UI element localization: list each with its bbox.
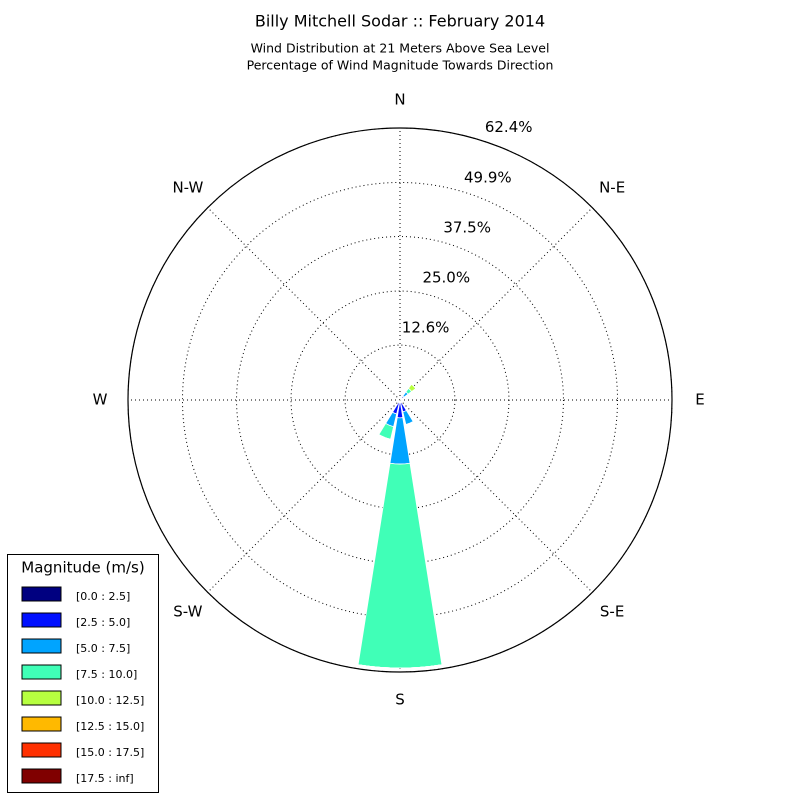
legend-swatch	[21, 742, 62, 758]
legend-label: [15.0 : 17.5]	[76, 746, 144, 759]
r-tick-label: 25.0%	[422, 269, 470, 287]
legend-swatch	[21, 664, 62, 680]
legend-label: [17.5 : inf]	[76, 772, 134, 785]
legend-swatch	[21, 690, 62, 706]
wind-bar	[411, 383, 417, 389]
direction-label: N-E	[599, 178, 625, 196]
direction-label: S-E	[600, 603, 624, 621]
angular-grid-line	[399, 207, 593, 401]
chart-subtitle: Percentage of Wind Magnitude Towards Dir…	[247, 58, 554, 73]
r-tick-label: 37.5%	[443, 218, 491, 236]
direction-label: E	[695, 391, 704, 409]
legend-label: [0.0 : 2.5]	[76, 590, 130, 603]
legend-swatch	[21, 586, 62, 602]
polar-plot: 12.6% 25.0% 37.5% 49.9% 62.4% N N-E E S-E S S-W W N-…	[93, 91, 705, 709]
direction-label: S-W	[173, 603, 202, 621]
direction-label: W	[93, 391, 108, 409]
direction-label: S	[395, 691, 405, 709]
legend-swatch	[21, 638, 62, 654]
grid-circle	[290, 290, 510, 510]
legend-swatch	[21, 768, 62, 784]
direction-label: N	[394, 91, 405, 109]
wind-bar	[358, 664, 442, 669]
grid-circle	[344, 344, 456, 456]
direction-label: N-W	[172, 178, 203, 196]
wind-bar	[378, 422, 395, 440]
legend-label: [10.0 : 12.5]	[76, 694, 144, 707]
wind-bar	[378, 434, 391, 440]
wind-bar	[357, 462, 443, 669]
legend-label: [12.5 : 15.0]	[76, 720, 144, 733]
legend-swatch	[21, 716, 62, 732]
chart-title: Billy Mitchell Sodar :: February 2014	[255, 12, 545, 31]
wind-bar	[405, 421, 414, 425]
chart-subtitle: Wind Distribution at 21 Meters Above Sea…	[251, 41, 550, 56]
legend-label: [2.5 : 5.0]	[76, 616, 130, 629]
legend-swatch	[21, 612, 62, 628]
angular-grid-line	[207, 399, 401, 593]
angular-grid-line	[207, 207, 401, 401]
angular-grid-line	[399, 399, 593, 593]
r-tick-label: 49.9%	[464, 168, 512, 186]
legend-title: Magnitude (m/s)	[21, 559, 144, 577]
outer-circle	[127, 127, 673, 673]
r-tick-label: 12.6%	[402, 319, 450, 337]
legend-label: [7.5 : 10.0]	[76, 668, 137, 681]
r-tick-label: 62.4%	[485, 118, 533, 136]
grid-circle	[181, 181, 619, 619]
legend: Magnitude (m/s) [0.0 : 2.5] [2.5 : 5.0] [5…	[7, 554, 159, 793]
legend-label: [5.0 : 7.5]	[76, 642, 130, 655]
